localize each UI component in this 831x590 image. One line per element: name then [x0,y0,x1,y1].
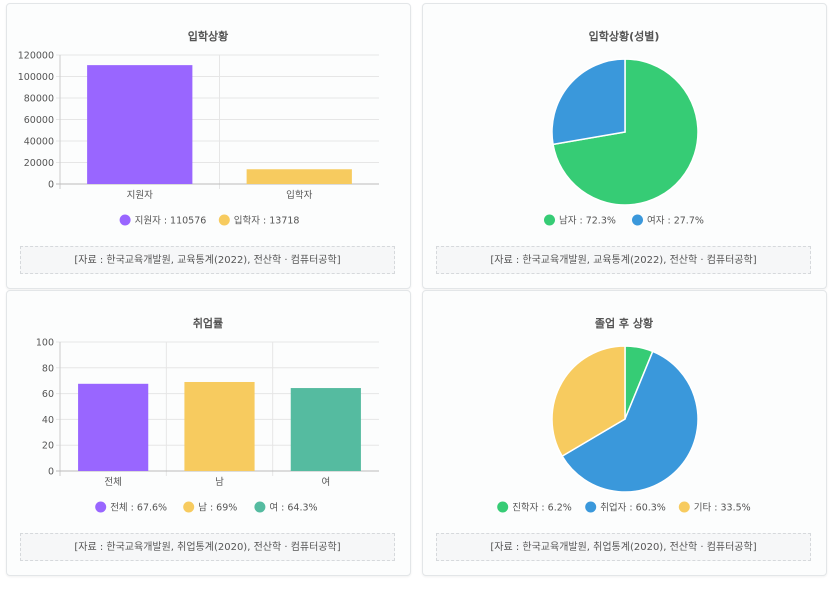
admission-gender-pie-chart: 입학상황(성별) 남자 : 72.3% 여자 : 27.7% [544,29,704,227]
y-tick-label: 40 [42,415,54,426]
legend-swatch [678,501,690,513]
y-tick-label: 120000 [18,51,54,62]
bar [78,383,149,471]
x-tick-label: 전체 [104,477,121,488]
legend-label: 진학자 : 6.2% [512,503,572,514]
y-tick-label: 20000 [24,158,54,169]
chart-title: 졸업 후 상황 [595,316,653,330]
x-tick-label: 여 [321,476,330,488]
legend-swatch [632,214,643,226]
legend-swatch [544,214,555,226]
bar [184,381,255,471]
y-tick-label: 100000 [18,72,54,83]
source-note: [자료 : 한국교육개발원, 교육통계(2022), 전산학 · 컴퓨터공학] [436,246,811,274]
legend-label: 입학자 : 13718 [234,215,300,227]
legend-label: 남자 : 72.3% [559,216,616,227]
legend-swatch [95,501,107,513]
legend-swatch [183,501,195,513]
legend-swatch [218,214,230,226]
admission-gender-chart-card: 입학상황(성별) 남자 : 72.3% 여자 : 27.7% [자료 : 한국교육개… [422,3,827,289]
x-tick-label: 남 [215,477,224,488]
chart-title: 입학상황(성별) [589,29,660,43]
admission-bar-chart: 입학상황 0 20000 40000 60000 80000 100000 120000 지원자… [18,29,379,227]
legend-label: 기타 : 33.5% [694,503,751,514]
chart-title: 입학상황 [188,29,228,43]
y-tick-label: 100 [36,338,54,349]
legend-swatch [585,501,597,513]
source-note: [자료 : 한국교육개발원, 취업통계(2020), 전산학 · 컴퓨터공학] [436,533,811,561]
y-tick-label: 40000 [24,137,54,148]
bar [290,388,361,471]
legend-label: 지원자 : 110576 [135,216,207,227]
legend-swatch [497,501,509,513]
x-tick-label: 입학자 [286,189,312,201]
y-tick-label: 60 [42,389,54,400]
source-note: [자료 : 한국교육개발원, 취업통계(2020), 전산학 · 컴퓨터공학] [20,533,395,561]
bar [87,65,193,184]
pie-slice [551,345,626,458]
legend-label: 취업자 : 60.3% [600,502,666,514]
source-note: [자료 : 한국교육개발원, 교육통계(2022), 전산학 · 컴퓨터공학] [20,246,395,274]
y-tick-label: 60000 [24,115,54,126]
y-tick-label: 0 [48,467,54,478]
pie-slice [551,58,626,146]
legend-label: 전체 : 67.6% [110,503,167,514]
legend-label: 여자 : 27.7% [647,215,704,227]
chart-title: 취업률 [193,316,223,330]
legend-label: 남 : 69% [198,503,237,514]
legend-swatch [254,501,266,513]
y-tick-label: 80000 [24,94,54,105]
legend-swatch [119,214,131,226]
y-tick-label: 20 [42,441,54,452]
admission-chart-card: 입학상황 0 20000 40000 60000 80000 100000 120000 지원자… [6,3,411,289]
y-tick-label: 80 [42,363,54,374]
y-tick-label: 0 [48,180,54,191]
legend-label: 여 : 64.3% [269,502,317,514]
x-tick-label: 지원자 [127,190,153,201]
employment-rate-bar-chart: 취업률 0 20 40 60 80 100 전체 남 여전체 : 67.6% 남 : 69% 여 : … [36,316,379,514]
pie-slice [561,350,699,493]
bar [246,169,352,184]
